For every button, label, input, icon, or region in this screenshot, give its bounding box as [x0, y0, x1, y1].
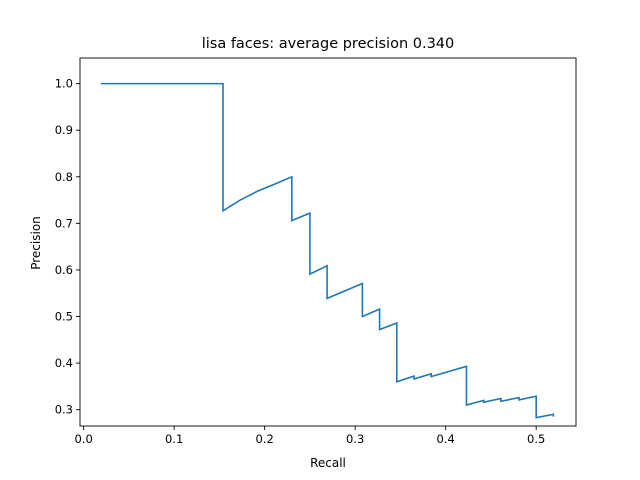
series-line-0: [100, 82, 555, 419]
axes-frame: [79, 57, 577, 427]
y-tick-label: 0.9: [55, 123, 73, 137]
x-axis: 0.0 0.1 0.2 0.3 0.4 0.5: [74, 426, 545, 446]
y-tick-label: 0.8: [55, 170, 73, 184]
x-tick-label: 0.2: [255, 432, 273, 446]
y-axis: 0.3 0.4 0.5 0.6 0.7 0.8 0.9 1.0: [55, 77, 80, 417]
y-tick-label: 0.3: [55, 403, 73, 417]
y-tick-label: 0.4: [55, 356, 73, 370]
chart-title: lisa faces: average precision 0.340: [202, 36, 455, 52]
x-tick-label: 0.4: [437, 432, 455, 446]
x-tick-label: 0.3: [346, 432, 364, 446]
y-tick-label: 0.7: [55, 216, 73, 230]
y-tick-label: 0.6: [55, 263, 73, 277]
plot-area: [79, 57, 577, 427]
y-tick-label: 1.0: [55, 77, 73, 91]
y-axis-label: Precision: [29, 216, 43, 270]
x-tick-label: 0.0: [74, 432, 92, 446]
x-axis-label: Recall: [310, 456, 346, 470]
x-tick-label: 0.5: [527, 432, 545, 446]
y-tick-label: 0.5: [55, 310, 73, 324]
x-tick-label: 0.1: [165, 432, 183, 446]
